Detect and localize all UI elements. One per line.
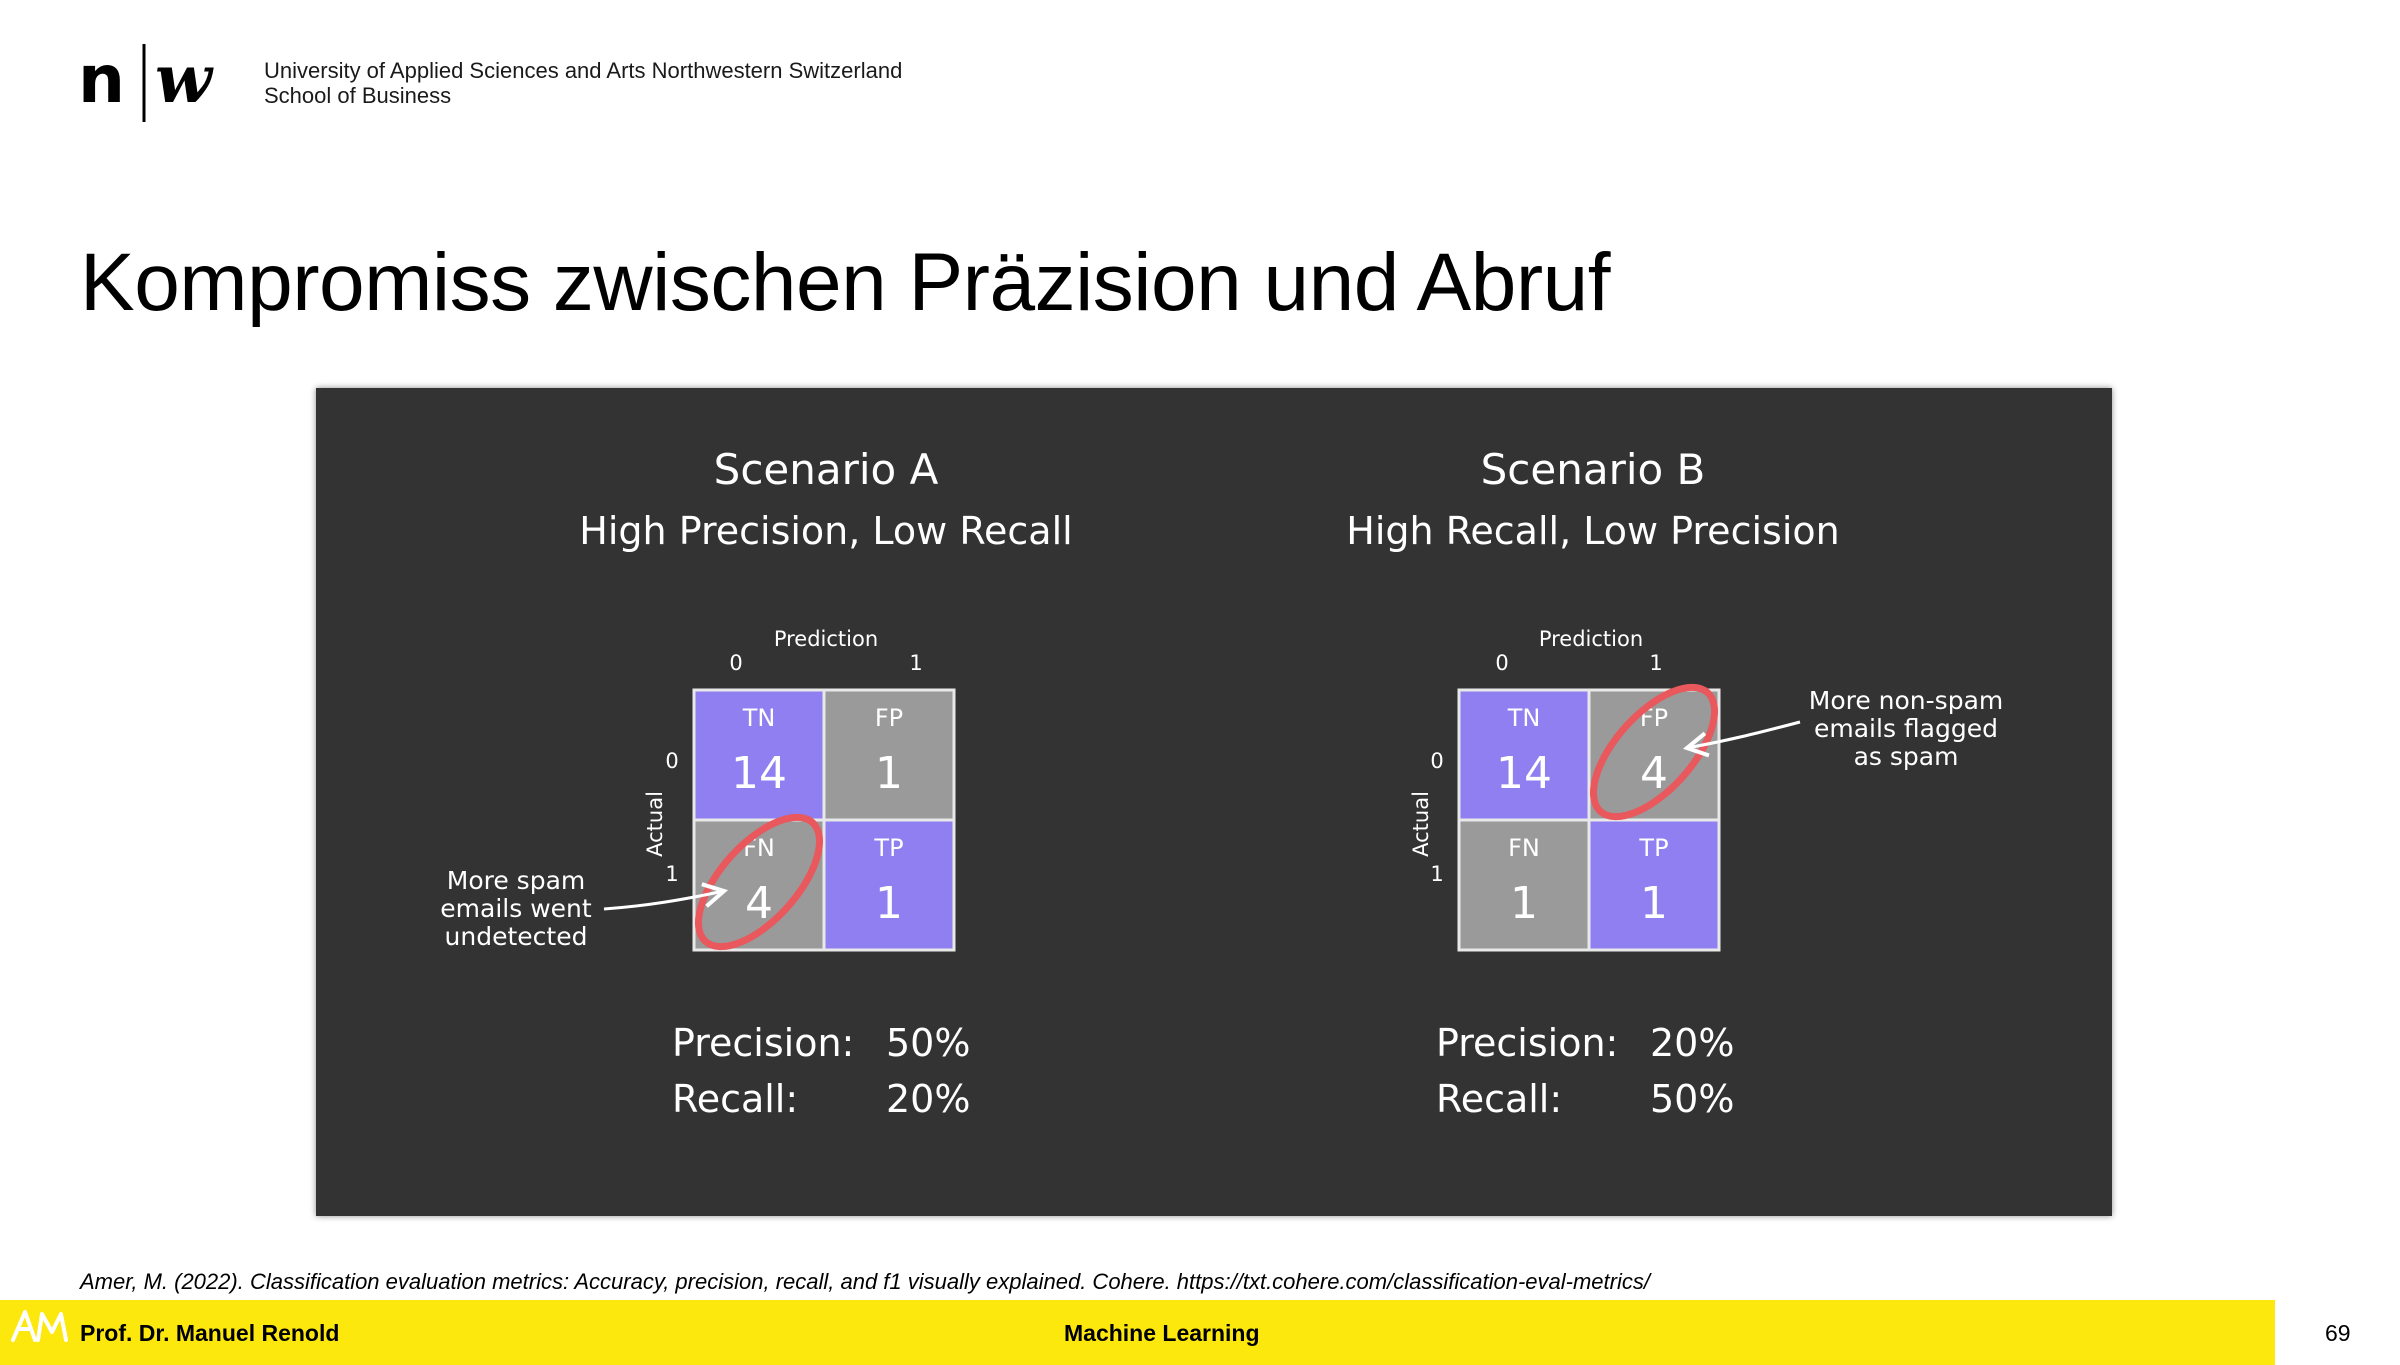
- arrow-icon: [603, 882, 729, 911]
- fp-cell: [822, 688, 956, 822]
- fn-label: FN: [1508, 834, 1540, 862]
- tn-label: TN: [742, 704, 776, 732]
- metrics-b: Precision: 20% Recall: 50%: [1436, 1021, 1734, 1121]
- recall-value: 20%: [886, 1077, 970, 1121]
- row-label-1: 1: [1430, 862, 1443, 886]
- annotation-line: More spam: [447, 866, 586, 895]
- svg-text:w: w: [155, 40, 214, 118]
- scenario-a-subtitle: High Precision, Low Recall: [579, 509, 1072, 553]
- slide-title: Kompromiss zwischen Präzision und Abruf: [80, 237, 1611, 328]
- tp-label: TP: [873, 834, 903, 862]
- actual-axis-label: Actual: [643, 791, 667, 857]
- confusion-matrix-a: Prediction 0 1 Actual 0 1 TN 14 FP 1 FN …: [643, 627, 956, 952]
- am-logo: [10, 1306, 70, 1346]
- annotation-line: emails flagged: [1814, 714, 1998, 743]
- precision-value: 50%: [886, 1021, 970, 1065]
- actual-axis-label: Actual: [1409, 791, 1433, 857]
- annotation-line: undetected: [445, 922, 588, 951]
- annotation-line: More non-spam: [1809, 686, 2004, 715]
- precision-value: 20%: [1650, 1021, 1734, 1065]
- recall-value: 50%: [1650, 1077, 1734, 1121]
- row-label-0: 0: [1430, 749, 1443, 773]
- precision-label: Precision:: [1436, 1021, 1618, 1065]
- scenario-b-title: Scenario B: [1481, 445, 1706, 494]
- recall-label: Recall:: [672, 1077, 798, 1121]
- tp-cell: [1587, 818, 1721, 952]
- page-number: 69: [2325, 1320, 2351, 1346]
- tn-value: 14: [731, 748, 787, 799]
- tp-value: 1: [1640, 878, 1668, 929]
- highlight-circle: [694, 813, 824, 951]
- fp-label: FP: [875, 704, 903, 732]
- precision-recall-figure: Scenario A High Precision, Low Recall Pr…: [316, 388, 2112, 1216]
- tp-label: TP: [1638, 834, 1668, 862]
- annotation-a: More spam emails went undetected: [440, 866, 729, 951]
- col-label-1: 1: [1649, 651, 1662, 675]
- precision-label: Precision:: [672, 1021, 854, 1065]
- metrics-a: Precision: 50% Recall: 20%: [672, 1021, 970, 1121]
- scenario-b-subtitle: High Recall, Low Precision: [1346, 509, 1839, 553]
- col-label-1: 1: [909, 651, 922, 675]
- row-label-1: 1: [665, 862, 678, 886]
- nw-logo: n w: [78, 38, 238, 128]
- tp-cell: [822, 818, 956, 952]
- confusion-matrix-b: Prediction 0 1 Actual 0 1 TN 14 FP 4 FN …: [1409, 627, 1721, 952]
- col-label-0: 0: [1495, 651, 1508, 675]
- school-line: School of Business: [264, 83, 452, 108]
- annotation-line: as spam: [1854, 742, 1959, 771]
- footer-author: Prof. Dr. Manuel Renold: [80, 1320, 340, 1346]
- prediction-axis-label: Prediction: [774, 627, 878, 651]
- scenario-b: Scenario B High Recall, Low Precision Pr…: [1346, 445, 2003, 1121]
- svg-text:n: n: [78, 41, 125, 118]
- row-label-0: 0: [665, 749, 678, 773]
- fp-value: 1: [875, 748, 903, 799]
- prediction-axis-label: Prediction: [1539, 627, 1643, 651]
- recall-label: Recall:: [1436, 1077, 1562, 1121]
- citation: Amer, M. (2022). Classification evaluati…: [80, 1269, 1650, 1294]
- tn-label: TN: [1507, 704, 1541, 732]
- fp-value: 4: [1640, 748, 1668, 799]
- footer-course: Machine Learning: [1064, 1320, 1260, 1346]
- arrow-icon: [1682, 720, 1801, 758]
- scenario-a: Scenario A High Precision, Low Recall Pr…: [440, 445, 1072, 1121]
- fn-value: 1: [1510, 878, 1538, 929]
- fn-value: 4: [745, 878, 773, 929]
- col-label-0: 0: [729, 651, 742, 675]
- highlight-circle: [1589, 683, 1719, 821]
- tp-value: 1: [875, 878, 903, 929]
- annotation-b: More non-spam emails flagged as spam: [1682, 686, 2004, 771]
- institution-line: University of Applied Sciences and Arts …: [264, 58, 903, 83]
- scenario-a-title: Scenario A: [714, 445, 939, 494]
- institution-name: University of Applied Sciences and Arts …: [264, 58, 902, 108]
- annotation-line: emails went: [440, 894, 592, 923]
- tn-value: 14: [1496, 748, 1552, 799]
